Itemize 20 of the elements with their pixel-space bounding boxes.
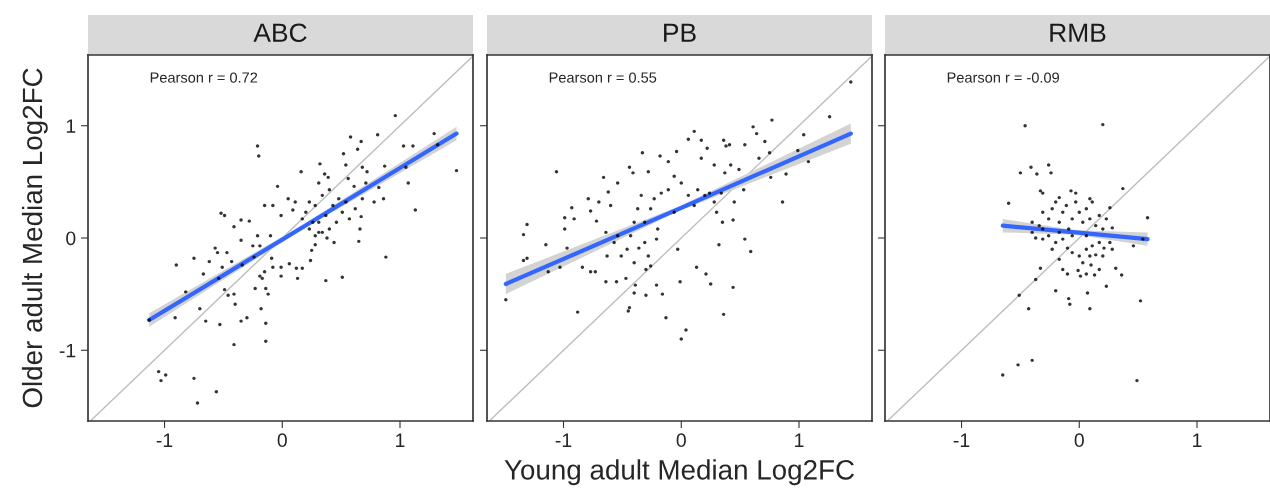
- x-tick-label: 1: [1193, 433, 1202, 447]
- chart-title: PB: [664, 23, 696, 42]
- x-tick-label: 0: [676, 433, 686, 448]
- y-tick-label: 1: [66, 119, 76, 133]
- annotation: Pearson r = 0.55: [549, 72, 657, 83]
- y-tick-label: 0: [66, 231, 76, 246]
- x-tick-label: -1: [555, 433, 572, 447]
- y-tick-label: -1: [59, 343, 76, 358]
- x-tick-label: -1: [953, 433, 970, 447]
- x-tick-label: 1: [795, 433, 804, 447]
- annotation: Pearson r = -0.09: [947, 72, 1059, 83]
- chart-title: RMB: [1050, 23, 1106, 42]
- x-axis-title: Young adult Median Log2FC: [504, 459, 855, 486]
- x-tick-label: 0: [277, 433, 287, 448]
- chart-title: ABC: [253, 23, 307, 43]
- annotation: Pearson r = 0.72: [150, 72, 258, 83]
- x-tick-label: 0: [1074, 433, 1084, 448]
- x-tick-label: 1: [396, 433, 405, 447]
- x-tick-label: -1: [156, 433, 173, 447]
- y-axis-title: Older adult Median Log2FC: [21, 68, 48, 408]
